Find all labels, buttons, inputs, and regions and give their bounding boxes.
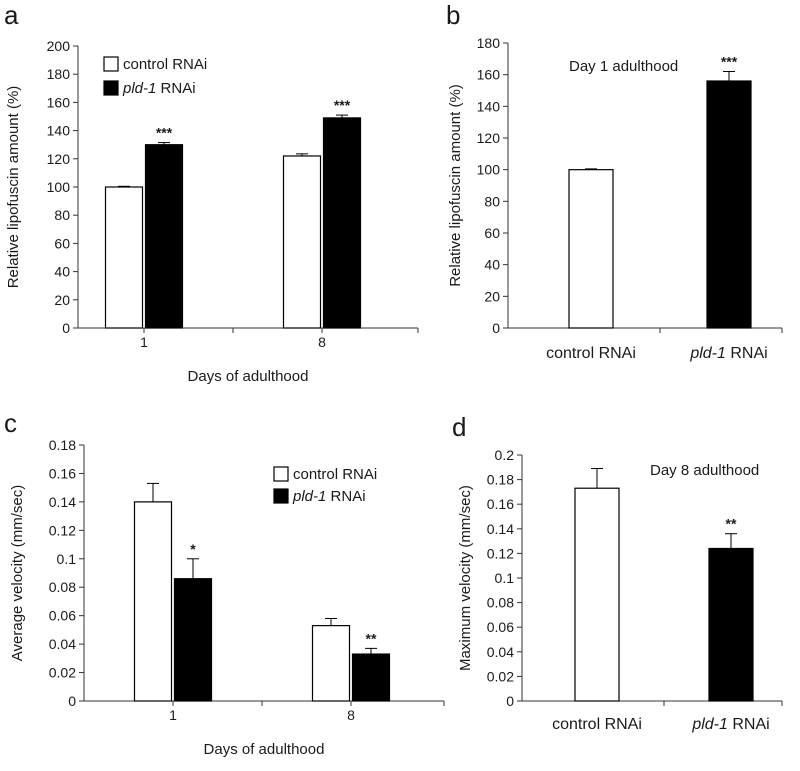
panel-letter-c: c (4, 408, 17, 438)
c-day8-control-bar (311, 625, 351, 702)
y-tick-label-c: 0.18 (49, 437, 76, 453)
y-tick-label-d: 0.04 (487, 644, 514, 660)
b-control-bar (568, 169, 614, 329)
legend-label-a-pld1-italic: pld-1 (122, 80, 156, 97)
x-category-label-b-pld1: pld-1 RNAi (689, 345, 767, 362)
c-day1-control-bar (133, 501, 173, 702)
y-tick-label-b: 160 (477, 67, 501, 83)
x-tick-label-a: 1 (140, 334, 148, 350)
y-tick-label-a: 100 (47, 179, 71, 195)
y-tick-label-d: 0.08 (487, 595, 514, 611)
y-tick-label-d: 0.16 (487, 496, 514, 512)
y-tick-label-c: 0.14 (49, 494, 76, 510)
y-tick-label-a: 20 (54, 292, 70, 308)
y-tick-label-a: 160 (47, 94, 71, 110)
x-tick-label-c: 8 (347, 707, 355, 723)
x-category-label-d-control: control RNAi (552, 716, 642, 733)
a-day1-pld1-significance: *** (156, 125, 173, 141)
x-tick-label-c: 1 (169, 707, 177, 723)
a-day1-pld1-bar (144, 144, 184, 329)
x-axis-title-c: Days of adulthood (204, 741, 325, 758)
panel-letter-b: b (446, 0, 460, 30)
legend-label-a-control: control RNAi (123, 56, 207, 73)
legend-swatch-c-control (273, 466, 289, 482)
y-tick-label-a: 120 (47, 151, 71, 167)
y-tick-label-d: 0.12 (487, 545, 514, 561)
legend-label-a-pld1: pld-1 RNAi (122, 80, 196, 97)
y-tick-label-c: 0.04 (49, 636, 76, 652)
y-tick-label-a: 80 (54, 207, 70, 223)
x-axis-title-a: Days of adulthood (188, 368, 309, 385)
y-tick-label-b: 120 (477, 130, 501, 146)
y-tick-label-b: 20 (484, 288, 500, 304)
annotation-d: Day 8 adulthood (650, 462, 759, 479)
c-day8-pld1-bar (351, 653, 391, 702)
y-tick-label-c: 0.12 (49, 522, 76, 538)
x-tick-label-a: 8 (318, 334, 326, 350)
x-category-label-d-pld1-italic: pld-1 (691, 716, 728, 733)
a-day8-pld1-significance: *** (334, 97, 351, 113)
y-tick-label-d: 0.18 (487, 472, 514, 488)
x-category-label-d-pld1-rest: RNAi (728, 716, 770, 733)
b-pld1-significance: *** (721, 54, 738, 70)
y-tick-label-b: 0 (492, 320, 500, 336)
legend-label-c-pld1-italic: pld-1 (292, 488, 326, 505)
y-tick-label-a: 200 (47, 38, 71, 54)
y-tick-label-a: 60 (54, 235, 70, 251)
c-day8-pld1-significance: ** (366, 630, 377, 646)
y-tick-label-d: 0.14 (487, 521, 514, 537)
y-tick-label-b: 100 (477, 162, 501, 178)
y-tick-label-b: 180 (477, 35, 501, 51)
y-tick-label-c: 0.1 (57, 551, 77, 567)
c-day1-pld1-significance: * (190, 541, 196, 557)
panel-letter-a: a (4, 0, 19, 30)
y-tick-label-c: 0 (68, 693, 76, 709)
x-category-label-b-pld1-italic: pld-1 (689, 345, 726, 362)
y-tick-label-a: 180 (47, 66, 71, 82)
y-tick-label-c: 0.16 (49, 465, 76, 481)
y-tick-label-d: 0.1 (495, 570, 515, 586)
y-tick-label-a: 40 (54, 264, 70, 280)
y-tick-label-a: 0 (62, 320, 70, 336)
annotation-b: Day 1 adulthood (569, 58, 678, 75)
y-tick-label-d: 0 (506, 693, 514, 709)
y-tick-label-d: 0.2 (495, 447, 515, 463)
y-axis-title-b: Relative lipofuscin amount (%) (447, 84, 464, 287)
y-tick-label-d: 0.02 (487, 668, 514, 684)
legend-swatch-a-control (103, 56, 119, 72)
y-tick-label-c: 0.06 (49, 608, 76, 624)
a-day8-control-bar (282, 155, 322, 329)
d-control-bar (574, 487, 620, 702)
y-axis-title-a: Relative lipofuscin amount (%) (5, 86, 22, 289)
y-tick-label-b: 40 (484, 257, 500, 273)
panel-letter-d: d (452, 412, 466, 442)
y-tick-label-b: 80 (484, 193, 500, 209)
y-tick-label-d: 0.06 (487, 619, 514, 635)
legend-label-a-pld1-rest: RNAi (156, 80, 195, 97)
d-pld1-significance: ** (726, 516, 737, 532)
a-day1-control-bar (104, 186, 144, 329)
legend-swatch-c-pld1 (273, 488, 289, 504)
y-tick-label-a: 140 (47, 123, 71, 139)
y-tick-label-b: 60 (484, 225, 500, 241)
y-tick-label-c: 0.08 (49, 579, 76, 595)
y-tick-label-c: 0.02 (49, 665, 76, 681)
x-category-label-d-pld1: pld-1 RNAi (691, 716, 769, 733)
y-axis-title-d: Maximum velocity (mm/sec) (457, 485, 474, 671)
legend-label-c-pld1: pld-1 RNAi (292, 488, 366, 505)
legend-label-c-control: control RNAi (293, 466, 377, 483)
y-axis-title-c: Average velocity (mm/sec) (9, 485, 26, 661)
y-tick-label-b: 140 (477, 98, 501, 114)
legend-swatch-a-pld1 (103, 80, 119, 96)
legend-label-c-pld1-rest: RNAi (326, 488, 365, 505)
x-category-label-b-pld1-rest: RNAi (726, 345, 768, 362)
b-pld1-bar (706, 80, 752, 329)
d-pld1-bar (708, 547, 754, 702)
x-category-label-b-control: control RNAi (546, 345, 636, 362)
a-day8-pld1-bar (322, 117, 362, 329)
c-day1-pld1-bar (173, 578, 213, 702)
